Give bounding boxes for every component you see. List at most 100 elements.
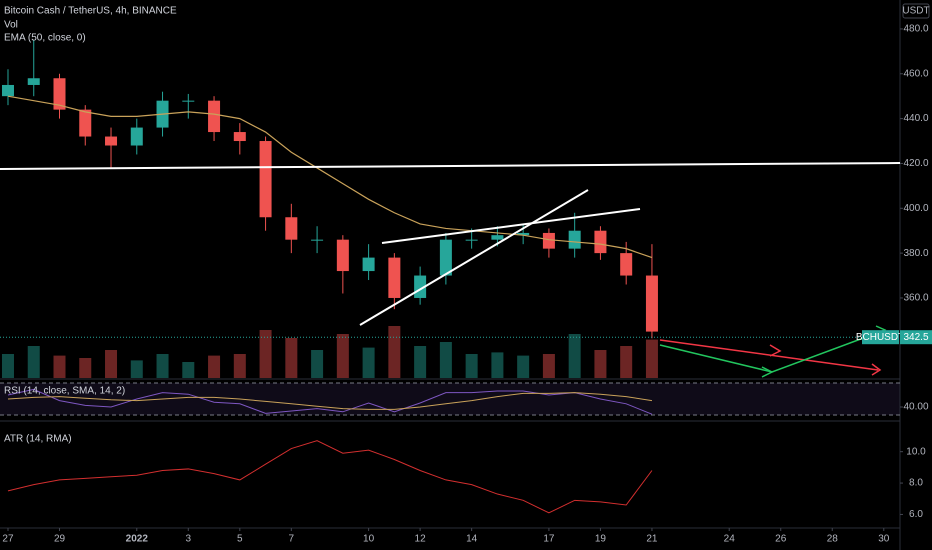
- volume-bar: [645, 339, 658, 378]
- candle-body: [517, 232, 530, 236]
- candle-body: [182, 100, 195, 102]
- x-tick-label: 2022: [126, 534, 149, 545]
- candle-body: [105, 136, 118, 146]
- currency-box[interactable]: [902, 3, 930, 19]
- candle-body: [568, 230, 581, 249]
- x-tick-label: 19: [595, 534, 607, 545]
- ema-line: [7, 95, 653, 259]
- candle-body: [645, 275, 658, 332]
- volume-bar: [27, 346, 40, 378]
- volume-bar: [414, 346, 427, 378]
- y-tick-label: 6.0: [909, 509, 923, 520]
- series-line: [7, 440, 653, 514]
- candle-body: [27, 78, 40, 85]
- x-tick-label: 27: [2, 534, 14, 545]
- x-tick-label: 30: [878, 534, 890, 545]
- arrow-head: [871, 363, 882, 376]
- volume-bar: [1, 354, 14, 378]
- volume-bar: [105, 350, 118, 378]
- volume-bar: [491, 352, 504, 378]
- candle-body: [233, 132, 246, 142]
- x-tick-label: 12: [415, 534, 427, 545]
- x-tick-label: 7: [289, 534, 295, 545]
- rsi-title: RSI (14, close, SMA, 14, 2): [4, 386, 125, 397]
- currency: USDT: [902, 6, 929, 17]
- candle-body: [388, 257, 401, 298]
- candle-body: [208, 100, 221, 133]
- volume-bar: [233, 354, 246, 378]
- x-tick-label: 21: [646, 534, 658, 545]
- marks: [0, 40, 900, 514]
- volume-bar: [362, 347, 375, 378]
- y-tick-label: 8.0: [909, 478, 923, 489]
- x-tick-label: 29: [54, 534, 66, 545]
- volume-bar: [311, 350, 324, 378]
- candle-body: [542, 232, 555, 249]
- candle-body: [259, 141, 272, 218]
- atr-title: ATR (14, RMA): [4, 434, 72, 445]
- symbol-box: [862, 330, 899, 345]
- candle-body: [130, 127, 143, 146]
- ema-title: EMA (50, close, 0): [4, 33, 86, 44]
- candle-body: [362, 257, 375, 272]
- series-line: [7, 392, 653, 410]
- projection-arrow: [659, 339, 879, 371]
- volume-bar: [594, 350, 607, 378]
- x-tick-label: 3: [186, 534, 192, 545]
- x-tick-label: 17: [543, 534, 555, 545]
- volume-bar: [568, 334, 581, 378]
- last-price-label: 342.5: [903, 332, 928, 343]
- candle-body: [285, 217, 298, 240]
- arrow-head: [761, 366, 774, 378]
- volume-bar: [285, 338, 298, 378]
- rsi-band: [0, 383, 900, 415]
- volume-bar: [517, 355, 530, 378]
- x-tick-label: 14: [466, 534, 478, 545]
- candle-body: [439, 239, 452, 276]
- volume-bar: [620, 346, 633, 378]
- candle-body: [620, 253, 633, 276]
- y-tick-label: 420.0: [903, 158, 928, 169]
- candle-body: [1, 84, 14, 97]
- y-tick-label: 460.0: [903, 68, 928, 79]
- candle-body: [491, 235, 504, 240]
- volume-bar: [465, 354, 478, 378]
- candle-body: [594, 230, 607, 254]
- trend-line: [381, 208, 641, 244]
- candle-body: [336, 239, 349, 272]
- candle-body: [311, 239, 324, 241]
- arrow-head: [769, 344, 782, 357]
- volume-title: Vol: [4, 20, 18, 31]
- volume-bar: [259, 330, 272, 378]
- y-tick-label: 10.0: [906, 446, 926, 457]
- y-tick-label: 360.0: [903, 293, 928, 304]
- trend-line: [0, 162, 901, 170]
- y-tick-label: 480.0: [903, 24, 928, 35]
- x-tick-label: 24: [724, 534, 736, 545]
- y-tick-label: 380.0: [903, 248, 928, 259]
- volume-bar: [208, 355, 221, 378]
- x-tick-label: 26: [775, 534, 787, 545]
- chart-title: Bitcoin Cash / TetherUS, 4h, BINANCE: [4, 6, 177, 17]
- volume-bar: [542, 354, 555, 378]
- volume-bar: [336, 334, 349, 378]
- x-tick-label: 28: [827, 534, 839, 545]
- candle-body: [414, 275, 427, 298]
- y-tick-label: 40.00: [903, 402, 928, 413]
- volume-bar: [79, 358, 92, 378]
- volume-bar: [130, 360, 143, 378]
- candle-body: [465, 239, 478, 241]
- symbol-label: BCHUSDT: [856, 332, 904, 343]
- x-tick-label: 10: [363, 534, 375, 545]
- volume-bar: [439, 342, 452, 378]
- candle-body: [53, 78, 66, 110]
- volume-bar: [182, 362, 195, 378]
- price-box: [900, 330, 932, 345]
- series-line: [7, 388, 653, 415]
- volume-bar: [53, 355, 66, 378]
- volume-bar: [156, 354, 169, 378]
- trend-line: [359, 189, 589, 326]
